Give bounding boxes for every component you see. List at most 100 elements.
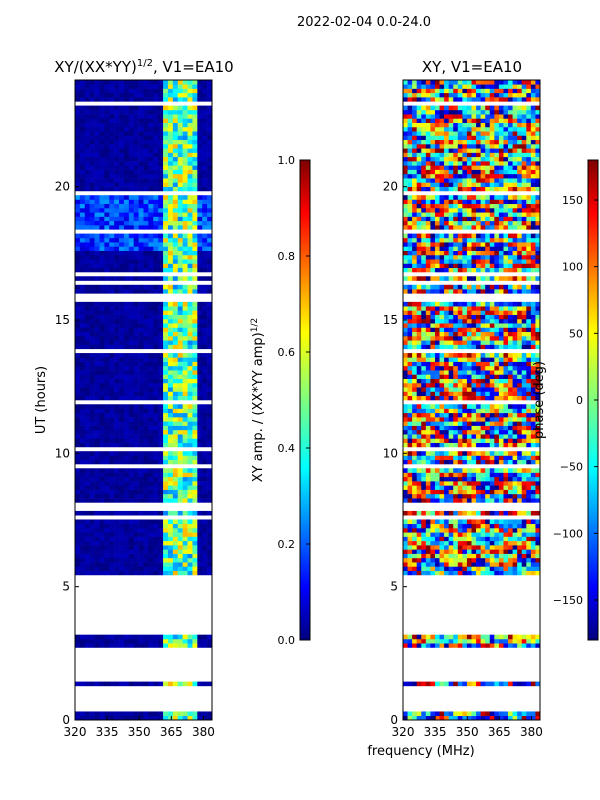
amplitude-cell bbox=[119, 284, 125, 290]
amplitude-cell bbox=[79, 476, 86, 482]
amplitude-cell bbox=[75, 357, 81, 362]
amplitude-cell bbox=[133, 331, 139, 337]
amplitude-cell bbox=[153, 643, 159, 648]
amplitude-cell bbox=[133, 199, 139, 205]
amplitude-cell bbox=[197, 562, 203, 567]
amplitude-cell bbox=[75, 536, 81, 542]
phase-cell bbox=[448, 681, 454, 687]
phase-cell bbox=[407, 570, 413, 576]
amplitude-cell bbox=[84, 468, 90, 473]
amplitude-cell bbox=[187, 88, 193, 94]
amplitude-cell bbox=[187, 144, 193, 149]
phase-cell bbox=[425, 638, 431, 644]
phase-cell bbox=[466, 391, 472, 397]
amplitude-cell bbox=[138, 459, 144, 465]
amplitude-cell bbox=[148, 148, 154, 153]
amplitude-cell bbox=[143, 412, 149, 418]
amplitude-cell bbox=[104, 161, 110, 166]
phase-cell bbox=[407, 540, 413, 546]
phase-cell bbox=[416, 451, 422, 456]
amplitude-cell bbox=[187, 344, 193, 350]
amplitude-cell bbox=[177, 178, 183, 183]
amplitude-cell bbox=[104, 276, 110, 281]
phase-cell bbox=[430, 434, 436, 439]
amplitude-cell bbox=[167, 208, 174, 213]
amplitude-cell bbox=[94, 336, 100, 341]
amplitude-cell bbox=[133, 212, 139, 217]
amplitude-cell bbox=[99, 566, 105, 571]
phase-cell bbox=[439, 566, 445, 571]
phase-cell bbox=[503, 417, 509, 422]
phase-cell bbox=[453, 510, 459, 516]
amplitude-cell bbox=[114, 681, 120, 687]
phase-cell bbox=[521, 549, 527, 554]
amplitude-cell bbox=[163, 246, 169, 251]
amplitude-cell bbox=[148, 476, 154, 482]
amplitude-cell bbox=[84, 80, 90, 85]
amplitude-cell bbox=[192, 259, 198, 264]
phase-cell bbox=[485, 365, 491, 371]
amplitude-cell bbox=[119, 489, 125, 495]
phase-cell bbox=[425, 536, 431, 542]
phase-cell bbox=[521, 357, 527, 362]
amplitude-cell bbox=[109, 327, 115, 333]
amplitude-cell bbox=[133, 540, 139, 546]
amplitude-cell bbox=[123, 336, 130, 341]
phase-cell bbox=[416, 681, 422, 687]
phase-cell bbox=[466, 472, 472, 478]
amplitude-cell bbox=[163, 472, 169, 478]
amplitude-cell bbox=[172, 408, 179, 414]
amplitude-cell bbox=[79, 259, 86, 264]
amplitude-cell bbox=[167, 242, 174, 247]
phase-cell bbox=[430, 455, 436, 461]
amplitude-cell bbox=[172, 173, 179, 179]
amplitude-cell bbox=[104, 365, 110, 371]
amplitude-cell bbox=[163, 118, 169, 123]
phase-cell bbox=[457, 715, 463, 721]
phase-cell bbox=[462, 340, 468, 345]
amplitude-cell bbox=[79, 566, 86, 571]
phase-cell bbox=[476, 434, 481, 439]
phase-cell bbox=[416, 485, 422, 490]
amplitude-cell bbox=[187, 566, 193, 571]
phase-cell bbox=[407, 476, 413, 482]
amplitude-cell bbox=[79, 353, 86, 358]
amplitude-cell bbox=[158, 643, 164, 648]
amplitude-cell bbox=[177, 301, 183, 307]
phase-cell bbox=[512, 451, 518, 456]
amplitude-cell bbox=[79, 459, 86, 465]
phase-cell bbox=[498, 378, 504, 384]
phase-cell bbox=[503, 549, 509, 554]
phase-cell bbox=[412, 562, 417, 567]
amplitude-cell bbox=[207, 289, 213, 294]
amplitude-cell bbox=[207, 237, 213, 243]
phase-cell bbox=[480, 634, 486, 640]
amplitude-cell bbox=[207, 144, 213, 149]
amplitude-cell bbox=[207, 634, 213, 640]
amplitude-cell bbox=[202, 148, 208, 153]
amplitude-cell bbox=[94, 267, 100, 273]
phase-cell bbox=[530, 634, 536, 640]
phase-cell bbox=[503, 681, 509, 687]
amplitude-cell bbox=[99, 139, 105, 145]
amplitude-cell bbox=[177, 472, 183, 478]
amplitude-cell bbox=[182, 148, 188, 153]
amplitude-cell bbox=[104, 182, 110, 187]
phase-cell bbox=[403, 553, 408, 559]
amplitude-cell bbox=[182, 681, 188, 687]
amplitude-cell bbox=[114, 715, 120, 721]
phase-cell bbox=[489, 365, 495, 371]
amplitude-cell bbox=[128, 212, 135, 217]
phase-cell bbox=[416, 340, 422, 345]
amplitude-cell bbox=[133, 263, 139, 269]
amplitude-cell bbox=[133, 156, 139, 162]
amplitude-cell bbox=[138, 344, 144, 350]
amplitude-cell bbox=[202, 472, 208, 478]
phase-cell bbox=[512, 536, 518, 542]
amplitude-cell bbox=[158, 109, 164, 115]
amplitude-cell bbox=[187, 169, 193, 175]
phase-cell bbox=[444, 327, 449, 333]
amplitude-cell bbox=[128, 459, 135, 465]
amplitude-cell bbox=[182, 434, 188, 439]
phase-cell bbox=[457, 336, 463, 341]
